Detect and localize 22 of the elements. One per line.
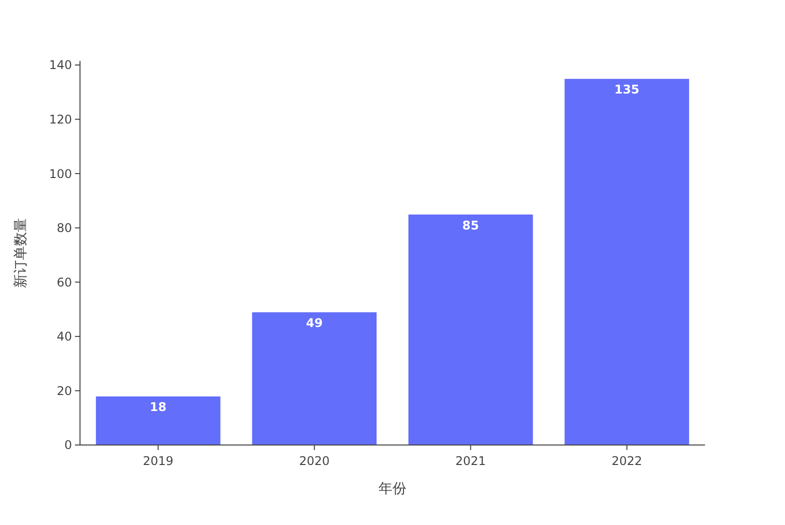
y-tick-label: 100 bbox=[49, 166, 72, 181]
y-tick-label: 60 bbox=[56, 275, 72, 290]
y-tick-label: 140 bbox=[49, 58, 72, 72]
y-tick-label: 20 bbox=[56, 384, 72, 398]
x-tick-label: 2020 bbox=[299, 454, 330, 468]
bar bbox=[564, 78, 690, 446]
x-tick-label: 2021 bbox=[455, 454, 486, 468]
data-label: 49 bbox=[306, 316, 323, 330]
x-axis-title: 年份 bbox=[378, 481, 406, 497]
y-tick-label: 120 bbox=[49, 112, 72, 126]
bar bbox=[95, 396, 221, 446]
x-tick-label: 2019 bbox=[142, 454, 174, 468]
bar bbox=[252, 312, 378, 446]
data-label: 18 bbox=[150, 400, 166, 414]
y-axis-title: 新订单数量 bbox=[13, 218, 29, 288]
y-tick-label: 40 bbox=[56, 330, 72, 344]
x-tick-label: 2022 bbox=[612, 454, 642, 468]
data-label: 85 bbox=[462, 218, 479, 232]
data-label: 135 bbox=[614, 82, 640, 97]
bar bbox=[408, 214, 534, 446]
y-tick-label: 0 bbox=[64, 438, 72, 452]
y-tick-label: 80 bbox=[56, 221, 72, 236]
